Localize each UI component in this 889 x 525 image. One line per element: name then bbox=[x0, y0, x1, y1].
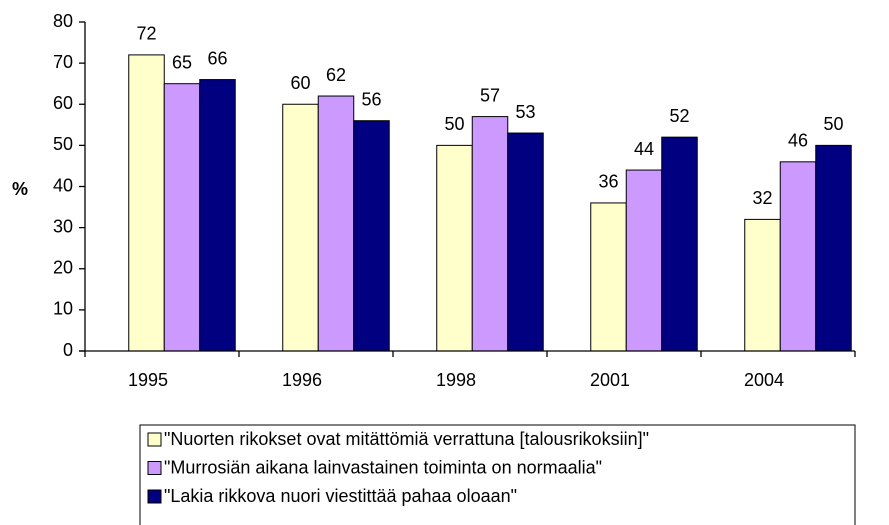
legend-label: "Murrosiän aikana lainvastainen toiminta… bbox=[164, 457, 602, 477]
bar bbox=[282, 103, 319, 352]
y-tick-label: 70 bbox=[53, 52, 73, 72]
bar bbox=[507, 132, 544, 352]
bar bbox=[199, 79, 236, 352]
bar bbox=[317, 95, 355, 352]
bar bbox=[353, 120, 390, 352]
x-tick-label: 1998 bbox=[436, 370, 476, 390]
y-tick-label: 20 bbox=[53, 258, 73, 278]
bar bbox=[163, 83, 201, 352]
y-tick-label: 10 bbox=[53, 299, 73, 319]
bar bbox=[779, 161, 817, 352]
bar bbox=[590, 202, 627, 352]
value-label: 52 bbox=[669, 106, 689, 126]
value-label: 46 bbox=[788, 131, 808, 151]
legend-label: "Lakia rikkova nuori viestittää pahaa ol… bbox=[164, 486, 517, 506]
value-label: 53 bbox=[515, 102, 535, 122]
value-label: 36 bbox=[598, 172, 618, 192]
bar bbox=[625, 169, 663, 352]
x-tick-label: 2001 bbox=[590, 370, 630, 390]
y-tick-label: 40 bbox=[53, 175, 73, 195]
bar bbox=[128, 54, 165, 352]
y-tick-label: 50 bbox=[53, 134, 73, 154]
value-label: 50 bbox=[444, 114, 464, 134]
value-label: 32 bbox=[752, 188, 772, 208]
y-tick-label: 0 bbox=[63, 340, 73, 360]
legend-swatch bbox=[147, 489, 162, 504]
value-label: 65 bbox=[172, 52, 192, 72]
value-label: 66 bbox=[207, 48, 227, 68]
legend-swatch bbox=[147, 432, 162, 447]
legend-swatch bbox=[147, 461, 162, 475]
y-tick-label: 60 bbox=[53, 93, 73, 113]
bar bbox=[661, 136, 698, 352]
x-tick-label: 2004 bbox=[744, 370, 784, 390]
value-label: 72 bbox=[136, 24, 156, 44]
value-label: 44 bbox=[634, 139, 654, 159]
bar bbox=[436, 144, 473, 352]
x-tick-label: 1996 bbox=[282, 370, 322, 390]
value-label: 50 bbox=[823, 114, 843, 134]
value-label: 57 bbox=[480, 85, 500, 105]
bar bbox=[744, 218, 781, 352]
y-axis-label: % bbox=[12, 179, 28, 199]
bar bbox=[815, 144, 852, 352]
value-label: 60 bbox=[290, 73, 310, 93]
y-tick-label: 80 bbox=[53, 11, 73, 31]
bar bbox=[471, 116, 509, 352]
legend-label: "Nuorten rikokset ovat mitättömiä verrat… bbox=[164, 429, 649, 449]
y-tick-label: 30 bbox=[53, 216, 73, 236]
value-label: 62 bbox=[326, 65, 346, 85]
x-tick-label: 1995 bbox=[128, 370, 168, 390]
legend-box bbox=[139, 424, 856, 525]
value-label: 56 bbox=[361, 89, 381, 109]
